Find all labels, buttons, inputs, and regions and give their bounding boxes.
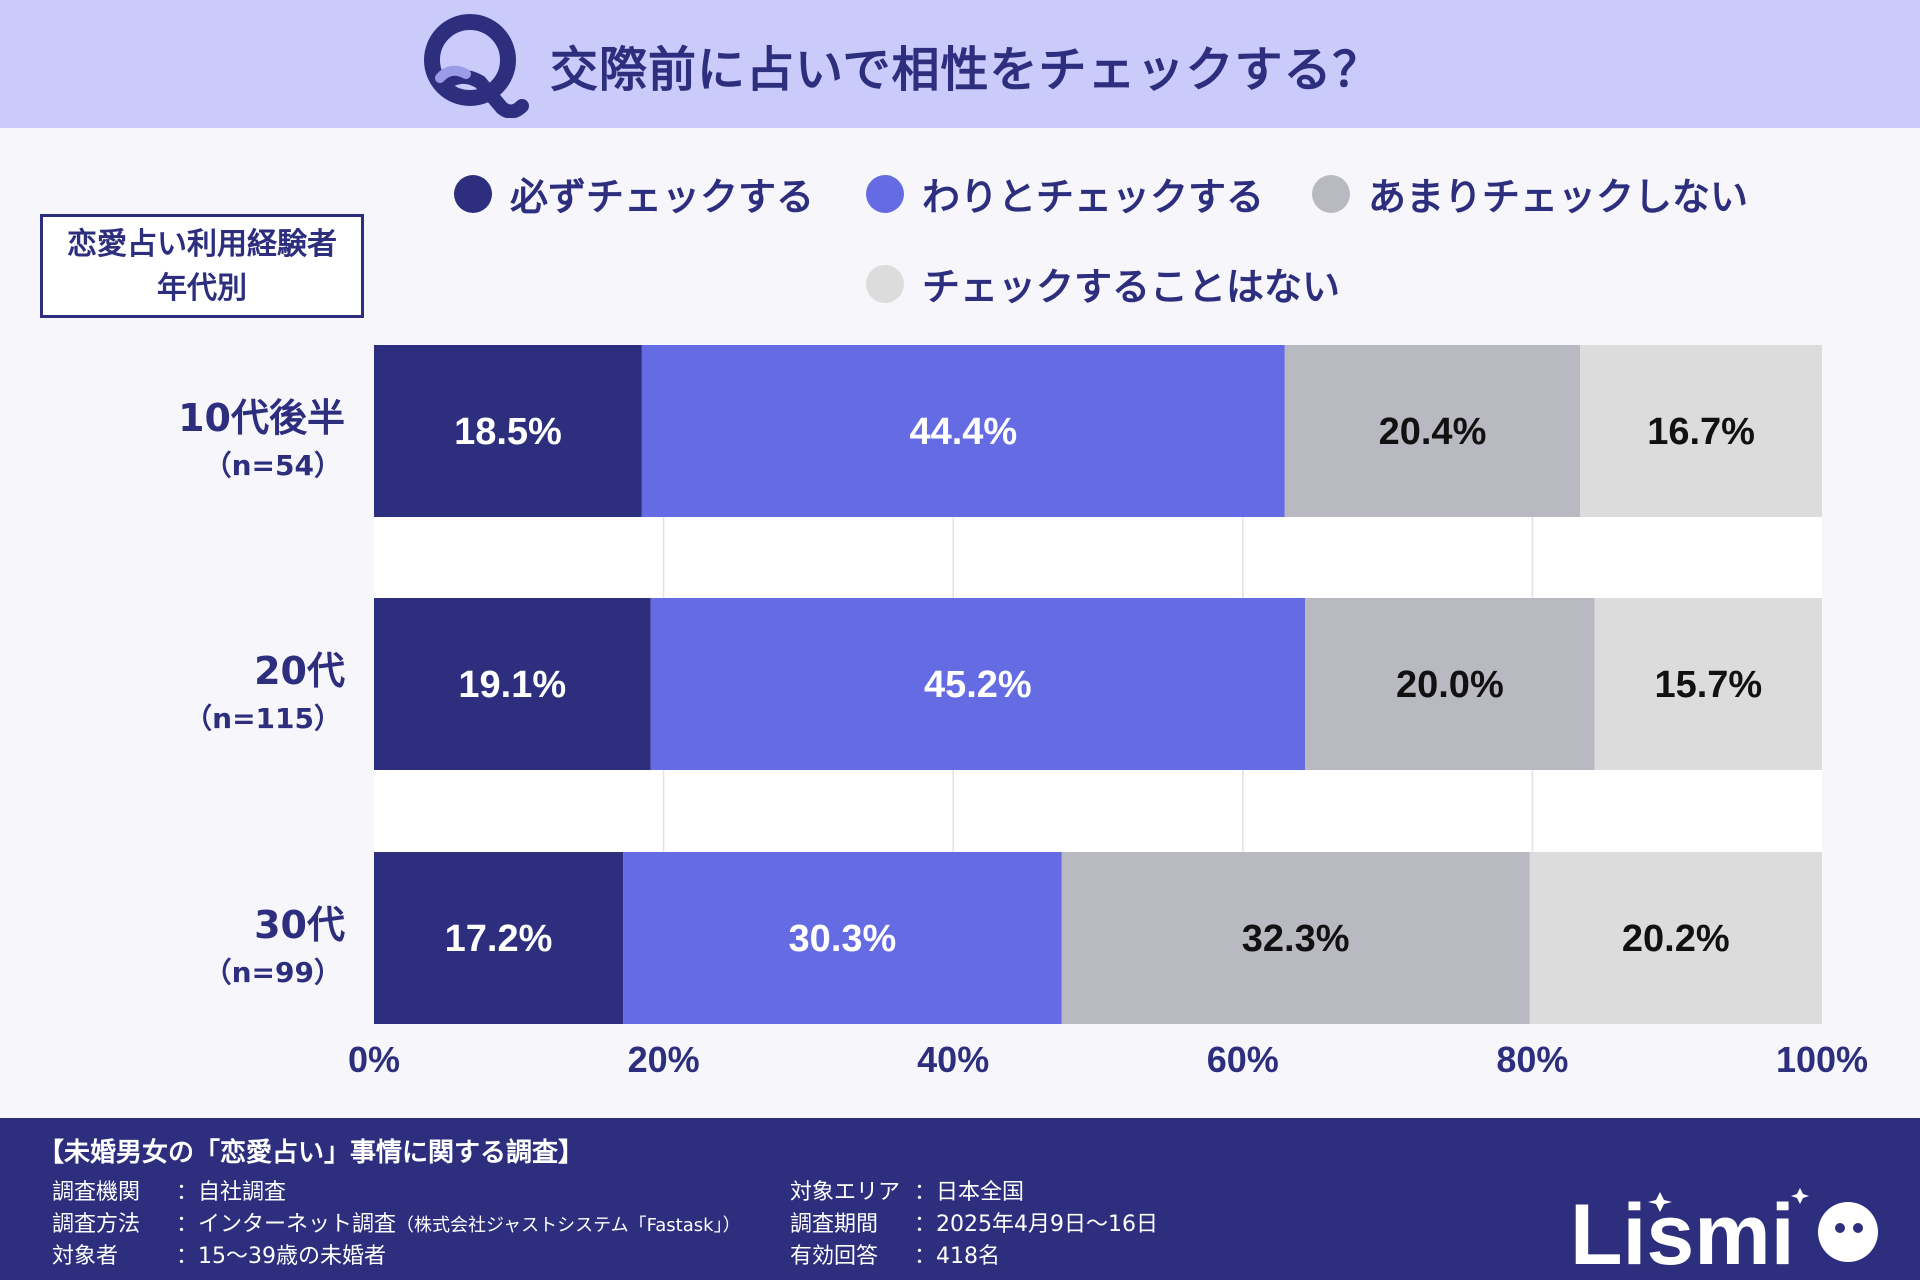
footer-value: ：インターネット調査 <box>176 1212 397 1237</box>
footer-value: ：日本全国 <box>914 1180 1025 1205</box>
legend-label-2: わりとチェックする <box>922 175 1265 219</box>
category-label: 20代 <box>254 649 345 693</box>
bar-value-label: 32.3% <box>1242 918 1350 960</box>
sample-size-label: （n=99） <box>204 956 342 989</box>
legend-swatch-1 <box>454 174 492 213</box>
footer-key: 調査機関 <box>52 1180 141 1205</box>
footer: 【未婚男女の「恋愛占い」事情に関する調査】 調査機関 ：自社調査 調査方法 ：インタ… <box>0 1118 1920 1280</box>
bar-segment <box>650 598 1306 770</box>
x-tick-label: 40% <box>917 1039 989 1080</box>
footer-key: 対象者 <box>52 1244 119 1269</box>
x-tick-label: 100% <box>1776 1039 1868 1080</box>
footer-value: ：自社調査 <box>176 1180 287 1205</box>
group-badge: 恋愛占い利用経験者 年代別 <box>40 214 364 318</box>
badge-line-1: 恋愛占い利用経験者 <box>67 227 337 262</box>
bar-segment <box>623 852 1062 1024</box>
bar-segment <box>1284 345 1581 517</box>
chart-title: 交際前に占いで相性をチェックする？ <box>550 42 1382 98</box>
q-mark-icon <box>424 14 529 118</box>
footer-row-org: 調査機関 ：自社調査 <box>52 1174 286 1206</box>
legend-swatch-3 <box>1312 174 1350 213</box>
bar-segment <box>374 852 624 1024</box>
legend-swatch-2 <box>866 174 904 213</box>
badge-line-2: 年代別 <box>157 271 247 306</box>
x-tick-label: 20% <box>628 1039 700 1080</box>
bar-value-label: 19.1% <box>458 664 566 706</box>
bar-segment <box>1580 345 1822 517</box>
x-tick-label: 60% <box>1207 1039 1279 1080</box>
bar-segment <box>1529 852 1822 1024</box>
footer-row-method: 調査方法 ：インターネット調査（株式会社ジャストシステム「Fastask」） <box>52 1206 741 1238</box>
bar-segment <box>1305 598 1595 770</box>
header-banner: 交際前に占いで相性をチェックする？ <box>0 0 1920 128</box>
bar-segment <box>374 598 651 770</box>
bar-value-label: 30.3% <box>789 918 897 960</box>
bar-value-label: 15.7% <box>1654 664 1762 706</box>
legend-item-2: わりとチェックする <box>866 166 1264 221</box>
footer-row-period: 調査期間 ：2025年4月9日～16日 <box>790 1206 1158 1238</box>
footer-value: ：418名 <box>914 1244 1000 1269</box>
bar-segment <box>1061 852 1530 1024</box>
bar-value-label: 20.0% <box>1396 664 1504 706</box>
footer-note: （株式会社ジャストシステム「Fastask」） <box>396 1215 741 1236</box>
bar-value-label: 17.2% <box>445 918 553 960</box>
footer-title: 【未婚男女の「恋愛占い」事情に関する調査】 <box>38 1138 585 1168</box>
category-label: 10代後半 <box>178 396 345 440</box>
legend-swatch-4 <box>866 264 904 303</box>
bar-value-label: 45.2% <box>924 664 1032 706</box>
bar-value-label: 16.7% <box>1647 411 1755 453</box>
footer-key: 調査期間 <box>790 1212 879 1237</box>
lismi-logo-text: Lismi <box>1570 1187 1795 1278</box>
sample-size-label: （n=115） <box>184 702 342 735</box>
bar-value-label: 20.2% <box>1622 918 1730 960</box>
footer-key: 対象エリア <box>790 1180 901 1205</box>
x-tick-label: 80% <box>1496 1039 1568 1080</box>
bar-segment <box>374 345 642 517</box>
bar-value-label: 20.4% <box>1379 411 1487 453</box>
legend-label-3: あまりチェックしない <box>1368 175 1749 219</box>
sample-size-label: （n=54） <box>204 449 342 482</box>
bar-segment <box>641 345 1285 517</box>
footer-row-responses: 有効回答 ：418名 <box>790 1238 1000 1270</box>
footer-key: 調査方法 <box>52 1212 141 1237</box>
legend-item-1: 必ずチェックする <box>454 166 814 221</box>
bar-value-label: 18.5% <box>454 411 562 453</box>
footer-value: ：15～39歳の未婚者 <box>176 1244 386 1269</box>
legend-label-1: 必ずチェックする <box>510 175 815 219</box>
lismi-logo: Lismi <box>1570 1187 1878 1278</box>
bar-value-label: 44.4% <box>909 411 1017 453</box>
legend-item-3: あまりチェックしない <box>1312 166 1748 221</box>
legend-item-4: チェックすることはない <box>866 256 1340 311</box>
footer-row-target: 対象者 ：15～39歳の未婚者 <box>52 1238 386 1270</box>
footer-row-area: 対象エリア ：日本全国 <box>790 1174 1024 1206</box>
legend-label-4: チェックすることはない <box>922 265 1341 309</box>
bar-segment <box>1594 598 1822 770</box>
footer-value: ：2025年4月9日～16日 <box>914 1212 1158 1237</box>
footer-key: 有効回答 <box>790 1244 879 1269</box>
stacked-bar-chart: 18.5% 44.4% 20.4% 16.7% 10代後半 （n=54） 19.1% 45.2… <box>178 345 1868 1080</box>
x-tick-label: 0% <box>348 1039 400 1080</box>
category-label: 30代 <box>254 903 345 947</box>
